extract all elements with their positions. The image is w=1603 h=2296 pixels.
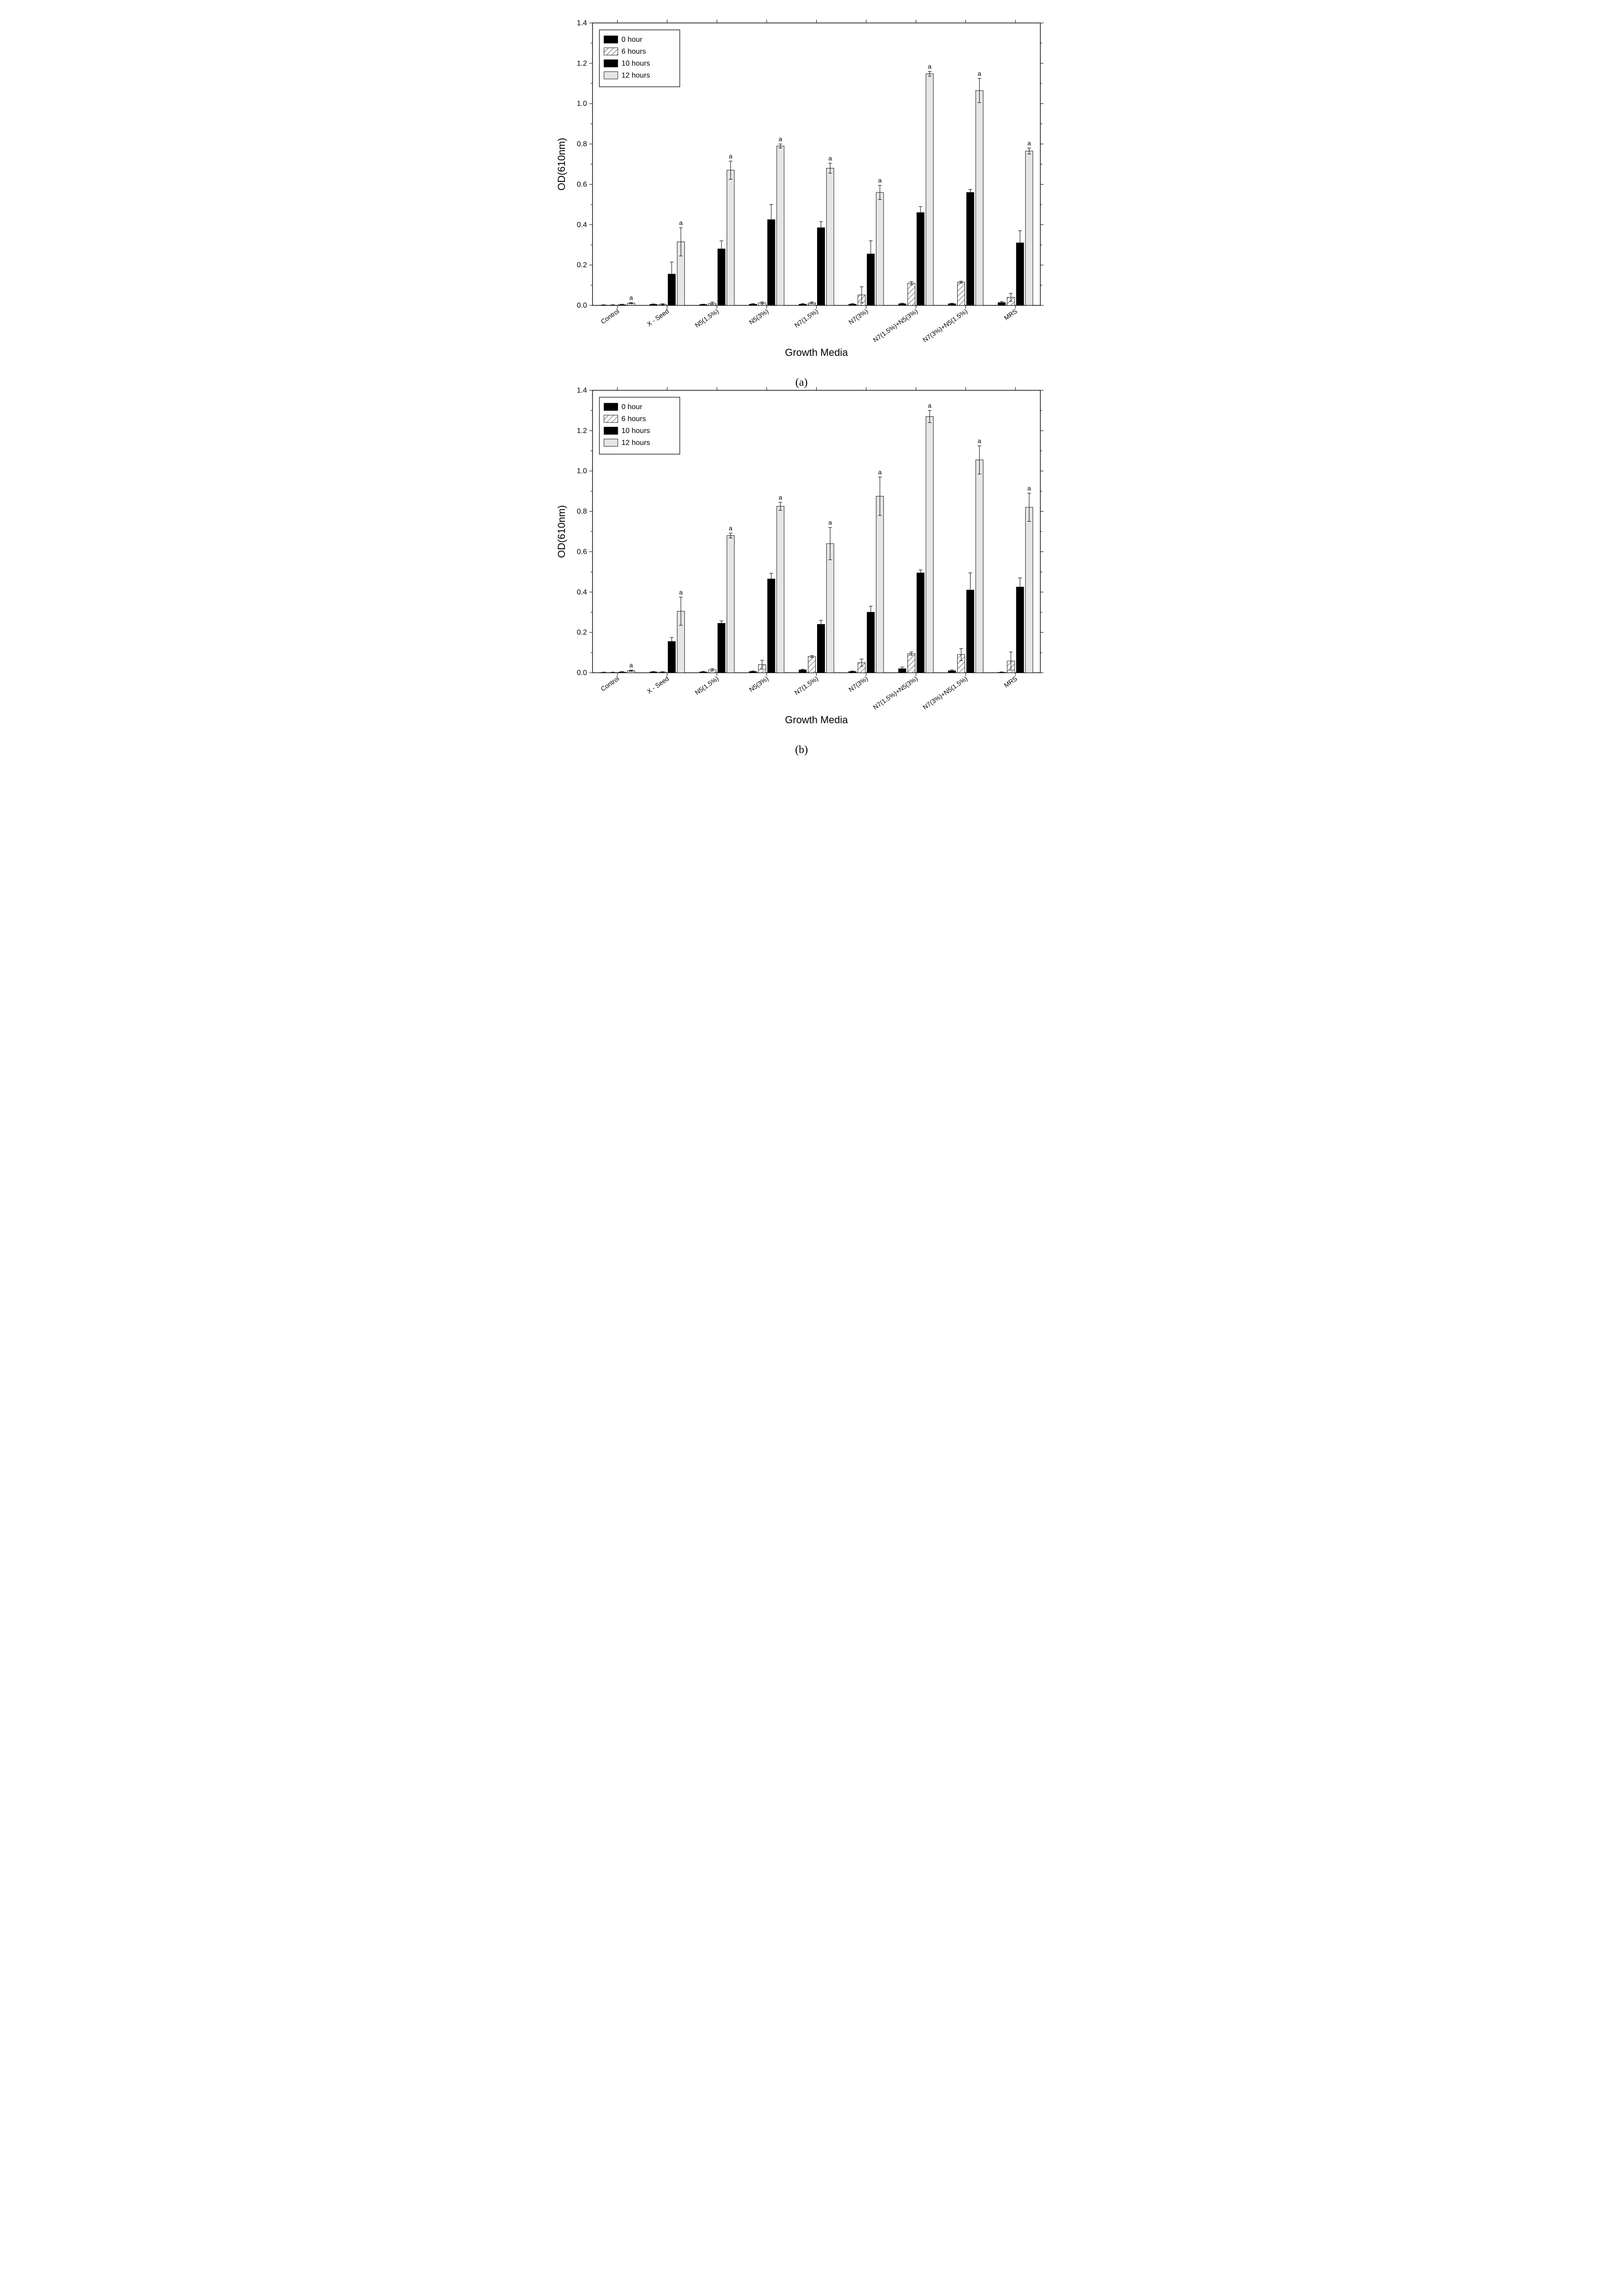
chart-panel-a: 0.0 0.2 0.4 0.6 0.8 1.0 1.2 1.4 OD(610nm) Control…	[549, 14, 1054, 372]
bar	[727, 170, 734, 305]
svg-text:X - Seed: X - Seed	[645, 675, 670, 695]
bar	[908, 653, 915, 673]
svg-text:Growth Media: Growth Media	[785, 347, 848, 358]
svg-text:1.2: 1.2	[577, 60, 587, 68]
svg-text:a: a	[1027, 484, 1031, 492]
bar	[926, 416, 933, 673]
bar	[718, 249, 725, 305]
svg-text:a: a	[828, 519, 832, 526]
svg-text:0.0: 0.0	[577, 669, 587, 677]
panel-label-b: (b)	[549, 744, 1054, 756]
svg-text:N7(1.5%)+N5(3%): N7(1.5%)+N5(3%)	[872, 307, 919, 343]
svg-text:a: a	[629, 294, 633, 301]
figure-container: 0.0 0.2 0.4 0.6 0.8 1.0 1.2 1.4 OD(610nm) Control…	[549, 14, 1054, 739]
svg-text:0.6: 0.6	[577, 548, 587, 556]
bar	[718, 623, 725, 673]
bar	[926, 74, 933, 305]
bar	[876, 192, 884, 305]
bar	[808, 657, 815, 673]
svg-text:Growth Media: Growth Media	[785, 714, 848, 726]
svg-text:6 hours: 6 hours	[621, 415, 646, 423]
svg-text:0.2: 0.2	[577, 629, 587, 636]
svg-text:X - Seed: X - Seed	[645, 307, 670, 327]
bar	[867, 612, 875, 673]
svg-text:12 hours: 12 hours	[621, 72, 650, 79]
bar	[817, 625, 824, 673]
chart-svg-a: 0.0 0.2 0.4 0.6 0.8 1.0 1.2 1.4 OD(610nm) Control…	[549, 14, 1054, 372]
svg-text:N7(3%): N7(3%)	[847, 675, 869, 693]
svg-text:a: a	[629, 661, 633, 669]
svg-text:0.4: 0.4	[577, 588, 587, 596]
svg-text:1.0: 1.0	[577, 467, 587, 475]
svg-text:a: a	[878, 177, 882, 184]
bar	[727, 535, 734, 673]
bar	[817, 228, 824, 305]
bar	[1016, 587, 1024, 673]
svg-text:0.8: 0.8	[577, 508, 587, 516]
svg-text:N7(3%)+N5(1.5%): N7(3%)+N5(1.5%)	[921, 307, 969, 343]
svg-text:0.2: 0.2	[577, 261, 587, 269]
chart-svg-b: 0.0 0.2 0.4 0.6 0.8 1.0 1.2 1.4 OD(610nm) Control…	[549, 381, 1054, 739]
svg-text:a: a	[977, 70, 981, 77]
svg-text:0.6: 0.6	[577, 180, 587, 188]
svg-text:0.4: 0.4	[577, 221, 587, 229]
svg-text:MRS: MRS	[1003, 307, 1019, 321]
svg-text:Control: Control	[599, 675, 621, 692]
svg-text:N5(1.5%): N5(1.5%)	[694, 675, 720, 696]
svg-text:a: a	[679, 219, 683, 226]
bar	[908, 283, 915, 305]
bar	[1026, 507, 1033, 673]
svg-text:a: a	[779, 135, 782, 143]
bar	[768, 579, 775, 673]
svg-text:N7(1.5%): N7(1.5%)	[793, 307, 820, 329]
svg-text:a: a	[928, 62, 931, 70]
bar	[826, 168, 834, 305]
svg-text:N5(1.5%): N5(1.5%)	[694, 307, 720, 329]
svg-text:1.4: 1.4	[577, 19, 587, 27]
svg-text:1.2: 1.2	[577, 427, 587, 435]
svg-text:10 hours: 10 hours	[621, 60, 650, 68]
svg-text:0.8: 0.8	[577, 141, 587, 148]
bar	[777, 146, 784, 305]
bar	[876, 496, 884, 673]
bar	[826, 544, 834, 673]
svg-text:a: a	[928, 402, 931, 409]
bar	[976, 460, 983, 673]
svg-text:6 hours: 6 hours	[621, 48, 646, 56]
svg-text:MRS: MRS	[1003, 675, 1019, 689]
svg-text:N7(1.5%): N7(1.5%)	[793, 675, 820, 696]
svg-text:12 hours: 12 hours	[621, 439, 650, 447]
svg-text:N7(3%)+N5(1.5%): N7(3%)+N5(1.5%)	[921, 675, 969, 711]
svg-text:N5(3%): N5(3%)	[748, 675, 770, 693]
svg-text:a: a	[977, 437, 981, 445]
svg-text:OD(610nm): OD(610nm)	[556, 138, 567, 191]
bar	[917, 213, 924, 305]
svg-text:N5(3%): N5(3%)	[748, 307, 770, 326]
svg-text:a: a	[1027, 139, 1031, 146]
bar	[966, 192, 974, 305]
svg-text:a: a	[828, 154, 832, 162]
svg-text:a: a	[729, 152, 733, 160]
svg-text:0 hour: 0 hour	[621, 403, 643, 411]
svg-text:a: a	[729, 524, 733, 532]
svg-text:1.4: 1.4	[577, 387, 587, 394]
svg-text:a: a	[679, 588, 683, 596]
svg-text:N7(3%): N7(3%)	[847, 307, 869, 326]
bar	[917, 573, 924, 673]
svg-text:Control: Control	[599, 307, 621, 325]
bar	[957, 282, 965, 305]
chart-panel-b: 0.0 0.2 0.4 0.6 0.8 1.0 1.2 1.4 OD(610nm) Control…	[549, 381, 1054, 739]
svg-text:1.0: 1.0	[577, 100, 587, 108]
bar	[1026, 151, 1033, 305]
bar	[668, 642, 675, 673]
svg-text:a: a	[779, 494, 782, 501]
svg-text:N7(1.5%)+N5(3%): N7(1.5%)+N5(3%)	[872, 675, 919, 711]
svg-text:0 hour: 0 hour	[621, 36, 643, 44]
svg-text:OD(610nm): OD(610nm)	[556, 505, 567, 558]
svg-text:10 hours: 10 hours	[621, 427, 650, 435]
svg-text:a: a	[878, 468, 882, 476]
bar	[976, 90, 983, 305]
bar	[777, 506, 784, 673]
svg-text:0.0: 0.0	[577, 302, 587, 310]
